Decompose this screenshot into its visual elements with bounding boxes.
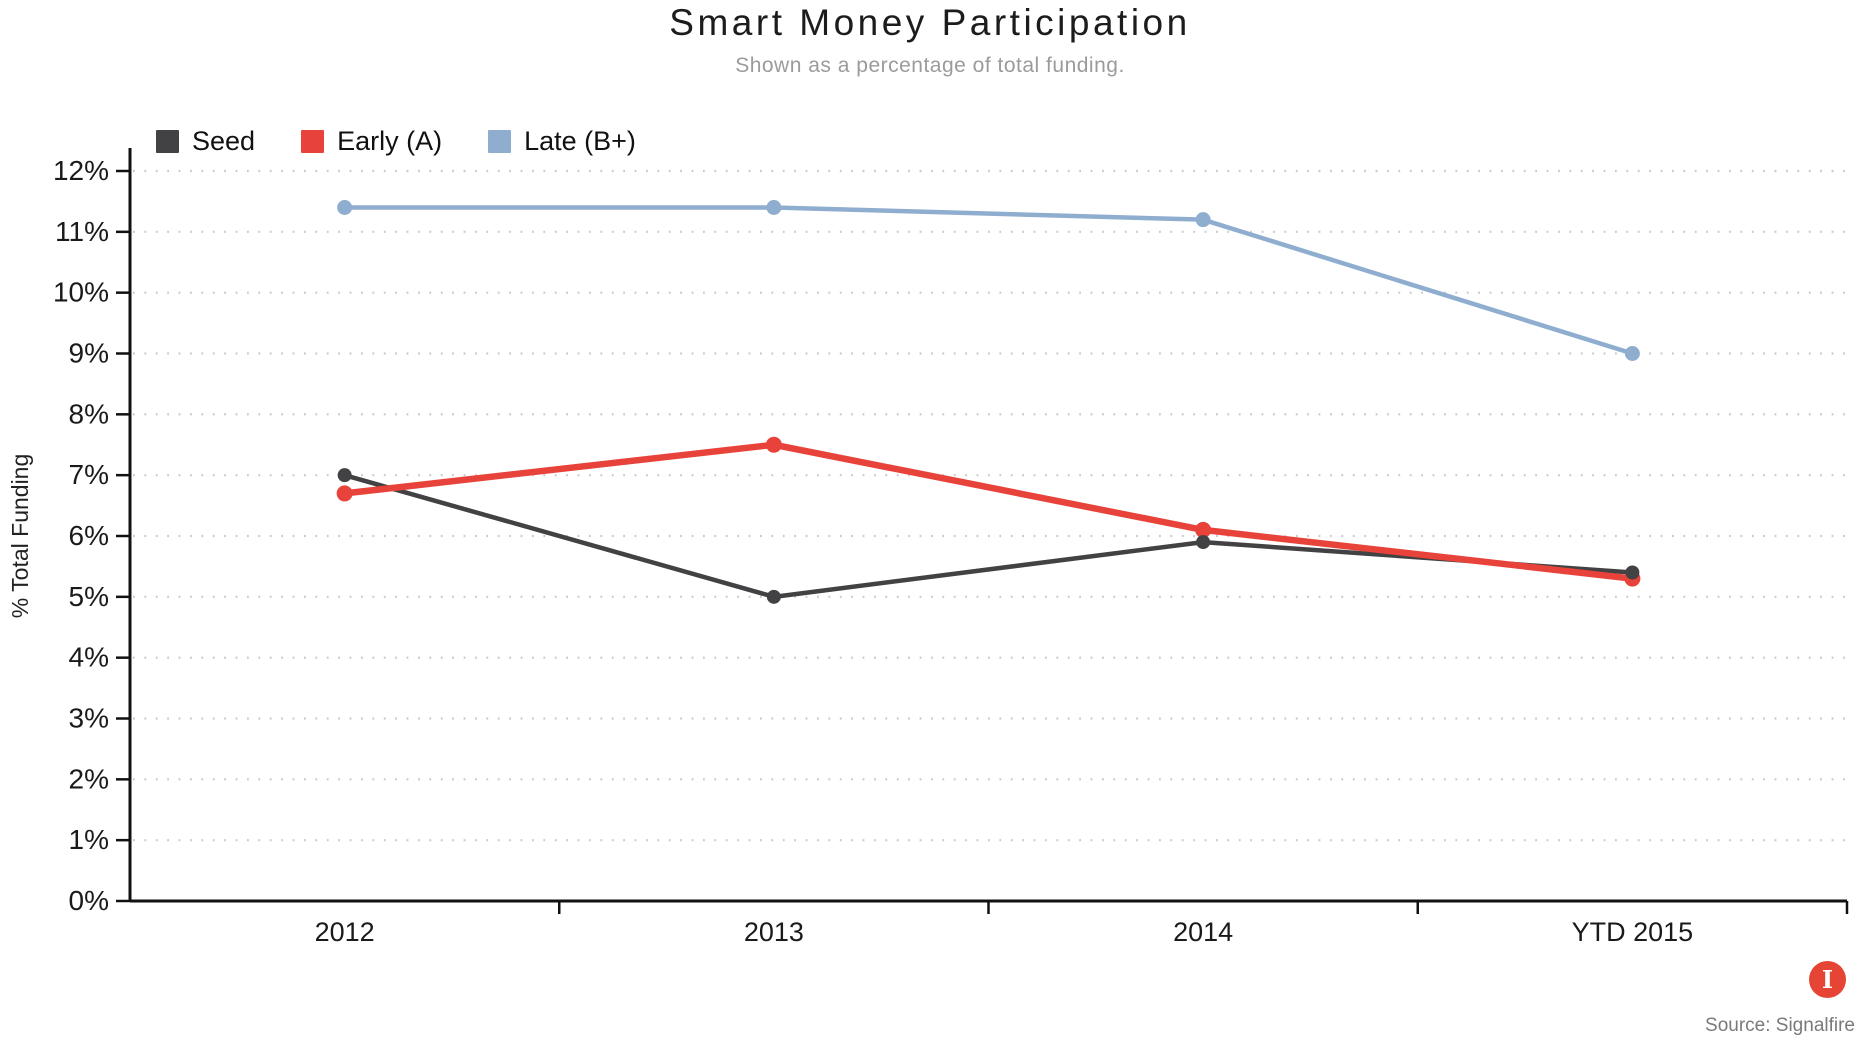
y-tick-label: 12% (53, 155, 109, 186)
series-line-early-a (341, 441, 1636, 582)
y-tick-label: 4% (69, 642, 109, 673)
logo-letter: I (1821, 965, 1834, 994)
y-tick-label: 11% (55, 216, 109, 247)
series-points-late-b (337, 200, 1640, 361)
y-axis-title: % Total Funding (7, 454, 33, 619)
y-tick-label: 1% (69, 824, 109, 855)
legend-label: Late (B+) (524, 126, 636, 156)
y-tick-label: 2% (69, 763, 109, 794)
data-point (1195, 212, 1211, 228)
page-title: Smart Money Participation (669, 2, 1191, 43)
legend-swatch-icon (301, 130, 325, 153)
legend-swatch-icon (156, 130, 179, 153)
y-tick-label: 10% (53, 277, 109, 308)
data-point (1625, 565, 1640, 580)
data-point (1196, 535, 1211, 550)
series-points-seed (337, 468, 1640, 604)
y-axis: 0% 1% 2% 3% 4% 5% 6% 7% 8% 9% 10% 11% 12% % Total Fun… (7, 148, 132, 916)
x-tick-label: 2012 (315, 917, 375, 947)
data-point (337, 468, 352, 483)
y-tick-label: 3% (69, 703, 109, 734)
y-tick-label: 9% (69, 338, 109, 369)
page-subtitle: Shown as a percentage of total funding. (735, 54, 1125, 77)
source-credit: Source: Signalfire (1705, 1015, 1855, 1036)
legend-item-late-b[interactable]: Late (B+) (488, 126, 636, 157)
legend-label: Early (A) (337, 126, 443, 156)
x-tick-label: 2013 (744, 917, 804, 947)
x-axis: 2012 2013 2014 YTD 2015 (130, 899, 1849, 947)
gridlines (133, 169, 1847, 842)
y-tick-label: 5% (69, 581, 109, 612)
y-tick-label: 0% (69, 885, 109, 916)
y-tick-label: 7% (69, 459, 109, 490)
legend-item-seed[interactable]: Seed (156, 126, 255, 157)
series-points-early-a (336, 436, 1641, 587)
y-tick-label: 6% (69, 520, 109, 551)
legend: Seed Early (A) Late (B+) (156, 126, 636, 157)
infogram-logo-icon[interactable]: I (1809, 961, 1846, 998)
series-line-late-b (342, 205, 1635, 356)
legend-item-early-a[interactable]: Early (A) (301, 126, 442, 157)
legend-swatch-icon (488, 130, 512, 153)
data-point (765, 436, 782, 453)
x-tick-label: YTD 2015 (1572, 917, 1694, 947)
data-point (336, 485, 353, 502)
data-point (337, 200, 353, 215)
data-point (1624, 346, 1640, 361)
data-point (1195, 521, 1212, 538)
legend-label: Seed (192, 126, 256, 156)
y-tick-label: 8% (69, 398, 109, 429)
data-point (766, 589, 781, 604)
data-point (766, 200, 782, 215)
x-tick-label: 2014 (1173, 917, 1233, 947)
